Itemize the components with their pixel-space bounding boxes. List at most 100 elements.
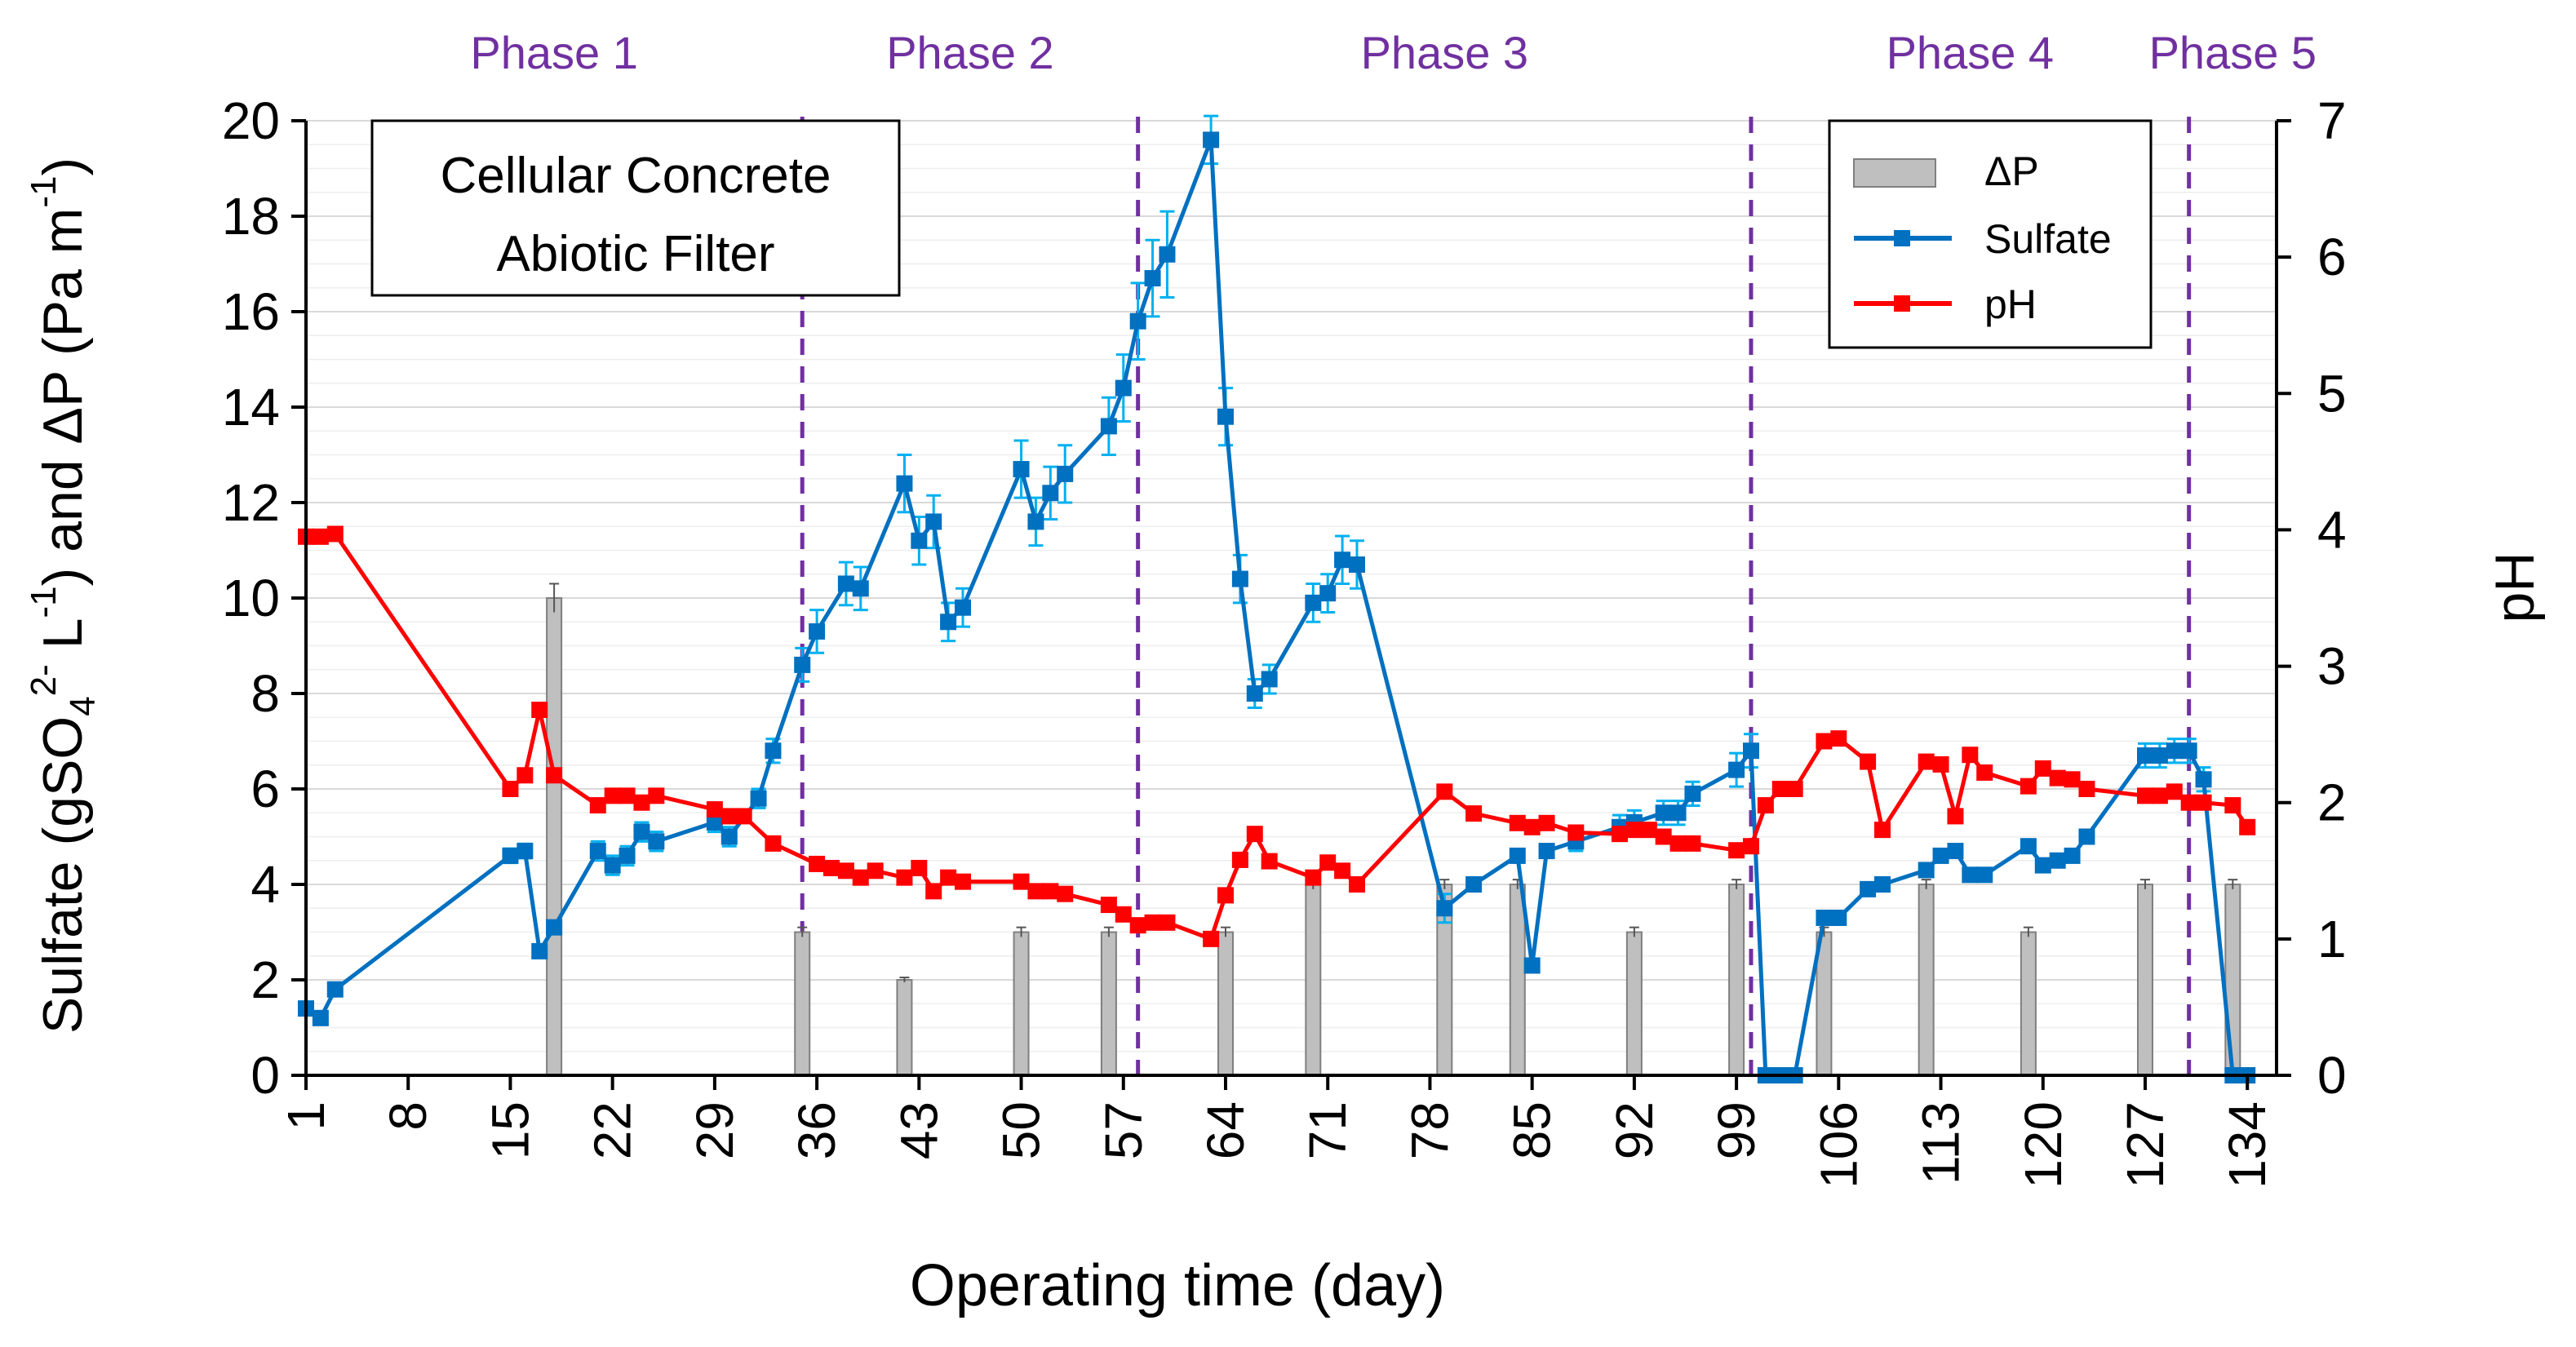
legend-label-ph: pH	[1984, 281, 2037, 327]
ph-point	[1261, 853, 1278, 870]
axes	[291, 119, 2291, 1090]
sulfate-point	[1976, 866, 1993, 884]
deltaP-bar	[1100, 931, 1117, 1076]
x-tick-label: 92	[1605, 1101, 1664, 1159]
x-tick-label: 1	[277, 1101, 335, 1131]
x-axis-label: Operating time (day)	[910, 1253, 1445, 1318]
sulfate-point	[2195, 771, 2212, 788]
ph-point	[1567, 824, 1585, 841]
ph-point	[720, 808, 738, 825]
sulfate-point	[648, 833, 665, 850]
ph-point	[1334, 862, 1351, 880]
sulfate-point	[1057, 465, 1074, 482]
ph-point	[1100, 897, 1117, 914]
sulfate-point	[1465, 876, 1483, 893]
ph-point	[911, 859, 928, 876]
ph-point	[619, 787, 636, 804]
sulfate-point	[604, 857, 621, 874]
ph-point	[1655, 828, 1672, 845]
ph-point	[326, 525, 344, 543]
sulfate-point	[1932, 847, 1949, 864]
sulfate-point	[1261, 671, 1278, 688]
sulfate-point	[2166, 742, 2183, 760]
ph-point	[531, 702, 548, 719]
x-tick-label: 43	[889, 1101, 948, 1159]
sulfate-point	[809, 623, 826, 640]
x-tick-label: 71	[1298, 1101, 1357, 1159]
y-left-tick-label: 12	[222, 473, 280, 532]
sulfate-point	[1538, 843, 1555, 860]
left-tick-labels: 0 2 4 6 8 10 12 14 16 18 20	[222, 91, 280, 1105]
ph-point	[1757, 797, 1774, 814]
sulfate-point	[1042, 485, 1059, 502]
ph-point	[2078, 781, 2095, 797]
ph-point	[1771, 781, 1789, 797]
ph-point	[2180, 794, 2197, 811]
sulfate-point	[1203, 131, 1220, 148]
sulfate-point	[1684, 785, 1701, 802]
deltaP-bar	[1013, 931, 1030, 1076]
sulfate-point	[837, 575, 854, 592]
deltaP-bar	[1625, 931, 1643, 1076]
title-line-2: Abiotic Filter	[496, 226, 774, 282]
y-right-tick-label: 1	[2317, 910, 2347, 968]
y-left-tick-label: 20	[222, 91, 280, 150]
ph-point	[1159, 914, 1176, 931]
ph-point	[2137, 787, 2153, 804]
ph-point	[502, 781, 519, 797]
ph-point	[1962, 747, 1979, 764]
sulfate-point	[1305, 594, 1322, 611]
sulfate-point	[312, 1009, 329, 1026]
sulfate-point	[2078, 828, 2095, 845]
sulfate-series	[298, 114, 2256, 1083]
ph-point	[312, 528, 329, 545]
deltaP-bar	[1509, 884, 1526, 1076]
y-left-tick-label: 0	[251, 1046, 280, 1105]
deltaP-bar	[2224, 884, 2241, 1076]
ph-point	[867, 862, 884, 880]
title-line-1: Cellular Concrete	[441, 148, 831, 204]
ph-point	[896, 869, 913, 886]
ph-point	[837, 862, 854, 880]
x-tick-label: 78	[1400, 1101, 1459, 1159]
sulfate-point	[911, 532, 928, 549]
sulfate-point	[2180, 742, 2197, 760]
sulfate-point	[794, 656, 811, 673]
legend: ΔP Sulfate pH	[1828, 119, 2153, 349]
ph-point	[1465, 805, 1483, 822]
y-right-tick-label: 2	[2317, 773, 2347, 832]
ph-point	[2224, 797, 2241, 814]
phase-label: Phase 4	[1887, 27, 2055, 78]
sulfate-point	[326, 981, 344, 998]
ph-point	[1640, 822, 1657, 839]
ph-point	[955, 873, 971, 890]
ph-point	[1918, 753, 1935, 770]
sulfate-point	[2064, 847, 2081, 864]
sulfate-point	[502, 847, 519, 864]
phase-boundaries	[800, 117, 2192, 1075]
sulfate-point	[1816, 909, 1833, 926]
ph-point	[1786, 781, 1803, 797]
sulfate-point	[1334, 552, 1351, 569]
ph-point	[1523, 818, 1541, 835]
sulfate-point	[1962, 866, 1979, 884]
ph-point	[1129, 917, 1146, 934]
sulfate-point	[765, 742, 782, 760]
ph-point	[633, 794, 650, 811]
x-tick-label: 120	[2014, 1101, 2073, 1189]
sulfate-point	[1436, 900, 1453, 917]
sulfate-point	[546, 919, 563, 936]
x-tick-label: 15	[481, 1101, 539, 1159]
y-left-tick-label: 14	[222, 378, 280, 436]
ph-point	[2239, 818, 2256, 835]
ph-point	[1042, 883, 1059, 900]
ph-line	[306, 531, 2250, 942]
ph-point	[2020, 778, 2037, 795]
legend-label-deltaP: ΔP	[1984, 148, 2039, 194]
deltaP-bar	[2020, 931, 2037, 1076]
sulfate-point	[750, 790, 767, 807]
deltaP-bar	[1305, 884, 1322, 1076]
ph-point	[1436, 783, 1453, 800]
sulfate-point	[2034, 857, 2051, 874]
